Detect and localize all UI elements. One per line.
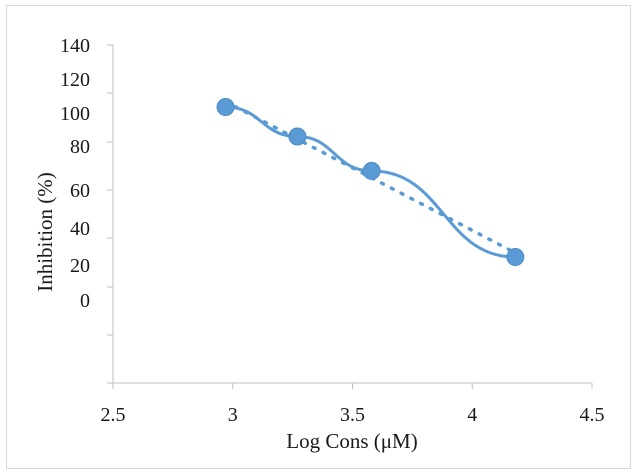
axes (112, 45, 592, 384)
y-tick-label: 120 (60, 69, 90, 91)
x-tick-label: 2.5 (101, 404, 126, 426)
y-tick-label: 80 (70, 136, 90, 158)
y-tick-label: 140 (60, 35, 90, 57)
data-point (216, 98, 235, 116)
x-axis-title: Log Cons (μM) (286, 429, 417, 453)
data-point (362, 161, 381, 180)
x-ticks: 2.5 3 3.5 4 4.5 (101, 383, 605, 426)
y-tick-label: 20 (70, 255, 90, 277)
y-tick-label: 0 (80, 290, 90, 312)
data-points (216, 98, 525, 266)
y-tick-label: 40 (70, 218, 90, 240)
x-tick-label: 4 (467, 404, 477, 426)
x-tick-label: 3.5 (340, 404, 365, 426)
smooth-series-line (225, 105, 516, 259)
y-ticks: 140 120 100 80 60 40 20 0 (60, 35, 113, 384)
y-tick-label: 60 (70, 180, 90, 202)
x-tick-label: 3 (228, 404, 238, 426)
y-tick-label: 100 (60, 103, 90, 125)
chart-frame (6, 5, 631, 469)
x-tick-label: 4.5 (580, 404, 605, 426)
y-axis-title: Inhibition (%) (33, 172, 57, 292)
data-point (288, 127, 307, 146)
data-point (506, 248, 525, 266)
